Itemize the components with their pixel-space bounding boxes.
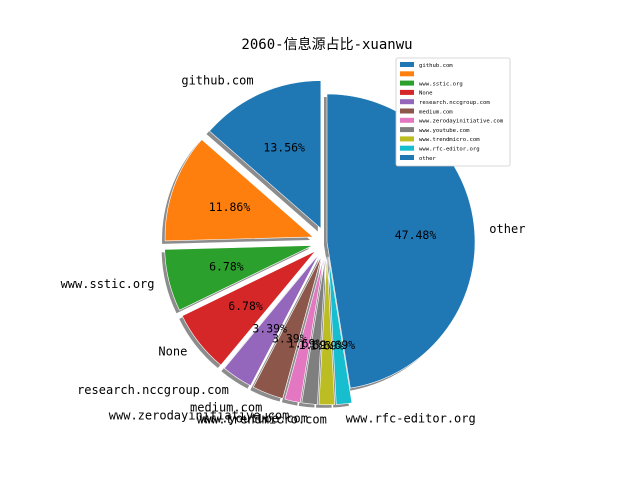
legend-label-www-trendmicro-com: www.trendmicro.com (419, 137, 480, 143)
pct-label-www-rfc-editor-org: 1.69% (321, 338, 356, 352)
legend-swatch-medium-com (400, 108, 414, 114)
pie-slice-www-sstic-org (164, 245, 313, 311)
legend-swatch-www-youtube-com (400, 127, 414, 133)
pct-label-research-nccgroup-com: 3.39% (252, 321, 287, 335)
legend-swatch-none (400, 89, 414, 95)
slice-label-www-youtube-com: www.youtube.com (200, 412, 308, 426)
pct-label-www-sstic-org: 6.78% (209, 260, 244, 274)
pie-slice-unlabeled-1 (164, 139, 314, 242)
slice-label-research-nccgroup-com: research.nccgroup.com (77, 383, 229, 397)
legend-label-www-youtube-com: www.youtube.com (419, 128, 470, 134)
slice-label-github-com: github.com (181, 73, 253, 87)
legend-swatch-www-zerodayinitiative-com (400, 117, 414, 123)
legend-label-www-rfc-editor-org: www.rfc-editor.org (419, 147, 480, 153)
pie-slice-research-nccgroup-com (223, 254, 320, 387)
pct-label-medium-com: 3.39% (272, 332, 307, 346)
legend-label-research-nccgroup-com: research.nccgroup.com (419, 100, 490, 106)
legend-swatch-www-sstic-org (400, 80, 414, 86)
legend-label-github-com: github.com (419, 63, 453, 69)
pie-slices (164, 80, 476, 406)
pct-label-www-zerodayinitiative-com: 1.69% (288, 336, 323, 350)
legend-label-other: other (419, 156, 436, 162)
slice-label-none: None (158, 345, 187, 359)
legend-label-www-sstic-org: www.sstic.org (419, 81, 463, 87)
slice-label-medium-com: medium.com (190, 400, 262, 414)
pie-slice-www-youtube-com (301, 256, 326, 405)
legend-swatch-unlabeled-1 (400, 71, 414, 77)
pct-label-unlabeled-1: 11.86% (209, 200, 251, 214)
pct-label-none: 6.78% (228, 299, 263, 313)
pie-slice-www-trendmicro-com (318, 256, 336, 406)
chart-title: 2060-信息源占比-xuanwu (241, 36, 412, 53)
slice-label-www-zerodayinitiative-com: www.zerodayinitiative.com (109, 409, 290, 423)
slice-shadow-www-zerodayinitiative-com (281, 259, 321, 406)
legend: github.com www.sstic.org None research.nccg… (395, 57, 511, 167)
legend-swatch-www-rfc-editor-org (400, 145, 414, 151)
pie-slice-none (181, 250, 316, 366)
percent-labels: 13.56%11.86%6.78%6.78%3.39%3.39%1.69%1.6… (209, 141, 437, 353)
pie-slice-medium-com (252, 255, 322, 399)
pie-slice-github-com (209, 80, 322, 230)
pct-label-www-trendmicro-com: 1.69% (310, 339, 345, 353)
legend-swatch-github-com (400, 62, 414, 67)
pie-slice-www-rfc-editor-org (328, 256, 353, 405)
legend-frame (395, 57, 511, 167)
slice-label-other: other (489, 222, 525, 236)
slice-labels: github.com www.sstic.org None research.nccg… (61, 73, 526, 426)
slice-label-www-sstic-org: www.sstic.org (61, 277, 155, 291)
slice-label-www-rfc-editor-org: www.rfc-editor.org (346, 412, 476, 426)
pie-slice-other (326, 93, 476, 389)
legend-label-none: None (419, 91, 433, 97)
legend-swatch-www-trendmicro-com (400, 136, 414, 142)
legend-swatch-other (400, 155, 414, 160)
slice-label-www-trendmicro-com: www.trendmicro.com (197, 413, 327, 427)
pct-label-www-youtube-com: 1.69% (299, 338, 334, 352)
pie-slice-www-zerodayinitiative-com (284, 256, 325, 403)
legend-label-medium-com: medium.com (419, 109, 453, 115)
legend-label-www-zerodayinitiative-com: www.zerodayinitiative.com (419, 119, 504, 125)
legend-swatch-research-nccgroup-com (400, 99, 414, 105)
pct-label-github-com: 13.56% (263, 141, 305, 155)
pct-label-other: 47.48% (395, 228, 437, 242)
